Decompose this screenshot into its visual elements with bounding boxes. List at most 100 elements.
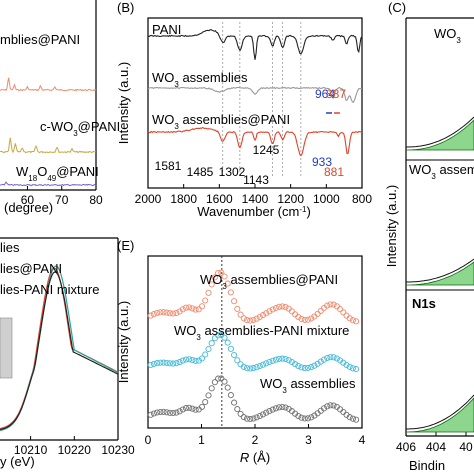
panel-e-series-pani-point — [147, 312, 154, 319]
panel-b-y-axis-label: Intensity (a.u.) — [116, 62, 131, 144]
panel-e-series-mixture-point — [311, 362, 318, 369]
panel-e-series-mixture-point — [205, 345, 212, 353]
panel-b-x-tick-label: 1600 — [206, 192, 233, 206]
panel-e-series-pani-point — [237, 311, 244, 318]
panel-e-series-mixture-point — [195, 357, 202, 364]
panel-e-series-pani-point — [240, 315, 247, 322]
panel-b-series-label-3: WO3 assemblies@PANI — [152, 112, 290, 131]
panel-e-series-pani-point — [208, 281, 215, 288]
panel-e-series-pani-point — [160, 309, 167, 316]
panel-e-series-pani-point — [166, 310, 173, 317]
panel-e-series-pani-point — [173, 309, 180, 317]
panel-e-series-mixture-point — [288, 358, 295, 366]
panel-e-series-mixture-point — [349, 365, 356, 372]
panel-e-series-pani-point — [247, 317, 254, 324]
panel-e-x-tick-label: 0 — [145, 433, 152, 447]
panel-e-series-mixture-point — [292, 361, 299, 368]
panel-c-x-tick-label: 406 — [396, 440, 416, 454]
panel-c-area-wo3 — [406, 119, 474, 151]
panel-e-series-assemblies-point — [173, 409, 180, 416]
panel-e-series-pani-point — [218, 269, 225, 276]
panel-e-series-assemblies-point — [202, 398, 209, 406]
panel-e-series-assemblies-point — [211, 379, 218, 386]
panel-e-series-pani-point — [259, 312, 267, 319]
panel-e-series-mixture-point — [182, 356, 190, 363]
panel-e-series-mixture-point — [304, 364, 312, 371]
panel-e-series-pani-point — [282, 303, 289, 311]
panel-e-series-pani-point — [266, 308, 273, 315]
panel-b-annotation: 1143 — [243, 173, 269, 187]
panel-e-series-assemblies — [147, 375, 360, 423]
panel-e-series-pani-point — [170, 310, 177, 317]
panel-e-series-assemblies-point — [282, 404, 289, 411]
panel-d-x-tick-label: 10220 — [58, 443, 92, 457]
panel-e-series-assemblies-point — [154, 409, 161, 416]
panel-e-series-assemblies-point — [150, 410, 157, 417]
panel-e-series-assemblies-point — [160, 408, 167, 415]
panel-e-series-mixture-point — [176, 359, 183, 366]
panel-a-x-axis-label: (degree) — [4, 200, 53, 215]
panel-e-series-mixture-point — [166, 360, 173, 367]
panel-e-series-assemblies-point — [324, 403, 331, 410]
panel-e-series-pani-point — [330, 301, 337, 308]
panel-e-series-assemblies-point — [276, 404, 283, 411]
panel-a-trace-assemblies — [0, 77, 97, 92]
panel-e-series-mixture-point — [263, 360, 270, 367]
panel-c-series-label-3: N1s — [412, 296, 436, 311]
panel-b-x-tick-label: 1800 — [170, 192, 197, 206]
panel-e-series-pani-point — [221, 273, 228, 280]
panel-e-series-assemblies-point — [349, 415, 356, 422]
panel-e-series-assemblies-point — [182, 405, 190, 412]
panel-e-series-pani-point — [179, 306, 186, 313]
panel-e-series-assemblies-point — [263, 409, 270, 416]
panel-e-x-tick-label: 1 — [198, 433, 205, 447]
panel-e-series-assemblies-point — [198, 403, 206, 410]
panel-e-series-assemblies-point — [189, 405, 196, 412]
panel-b-x-tick-label: 800 — [352, 192, 372, 206]
panel-e-series-mixture-point — [285, 357, 292, 364]
panel-e-series-pani-point — [295, 313, 302, 321]
panel-e-series-pani-point — [337, 306, 344, 313]
panel-b-x-tick-label: 1000 — [313, 192, 340, 206]
panel-e-series-mixture-point — [247, 365, 254, 372]
panel-e-series-assemblies-point — [327, 402, 334, 409]
panel-d-series-label-2: lies@PANI — [0, 261, 62, 276]
panel-d-series-label-3: lies-PANI mixture — [0, 282, 99, 297]
panel-e-series-label-1: WO3 assemblies@PANI — [200, 272, 338, 291]
panel-e-series-assemblies-point — [272, 405, 279, 412]
panel-b-trace-wo3-pani — [147, 126, 363, 157]
panel-a-x-tick-label: 70 — [55, 193, 69, 207]
panel-e-series-pani-point — [198, 303, 206, 310]
panel-d-x-axis-label: y (eV) — [0, 454, 35, 469]
panel-e-y-axis-label: Intensity (a.u.) — [116, 301, 131, 383]
panel-b-x-tick-label: 1200 — [277, 192, 304, 206]
panel-e-series-assemblies-point — [208, 385, 215, 392]
panel-d-trace-assemblies — [0, 271, 119, 431]
panel-e-series-mixture-point — [240, 363, 247, 370]
panel-a-series-label-2: c-WO3@PANI — [40, 119, 120, 138]
panel-e-series-pani-point — [263, 310, 270, 317]
panel-e-series-assemblies-point — [240, 414, 247, 421]
panel-c-y-axis-label: Intensity (a.u.) — [384, 185, 399, 267]
panel-e-series-assemblies-point — [147, 411, 154, 418]
panel-e-series-pani-point — [272, 304, 279, 312]
panel-d-x-tick-label: 10230 — [101, 443, 135, 457]
panel-e-series-mixture-point — [211, 335, 218, 342]
panel-e-series-pani-point — [211, 274, 218, 281]
panel-c-series-label-1: WO3 — [434, 26, 461, 45]
panel-e-series-assemblies-point — [166, 409, 173, 416]
panel-c-area-assemb — [406, 261, 474, 286]
panel-c-series-label-2: WO3 assemb — [409, 162, 474, 181]
panel-e-series-mixture-point — [154, 360, 161, 367]
panel-e-series-pani-point — [353, 318, 360, 325]
panel-e-series-assemblies-point — [346, 414, 353, 421]
panel-e-series-assemblies-point — [224, 384, 231, 391]
panel-e-series-assemblies-point — [250, 415, 257, 422]
panel-e-series-pani — [147, 269, 360, 325]
panel-e-series-pani-point — [195, 306, 202, 313]
panel-e-series-mixture-point — [170, 360, 177, 367]
panel-e-series-mixture-point — [282, 355, 289, 363]
panel-e-series-mixture-point — [186, 356, 193, 363]
panel-e-series-pani-point — [304, 316, 312, 323]
panel-b-series-label-1: PANI — [152, 22, 181, 37]
